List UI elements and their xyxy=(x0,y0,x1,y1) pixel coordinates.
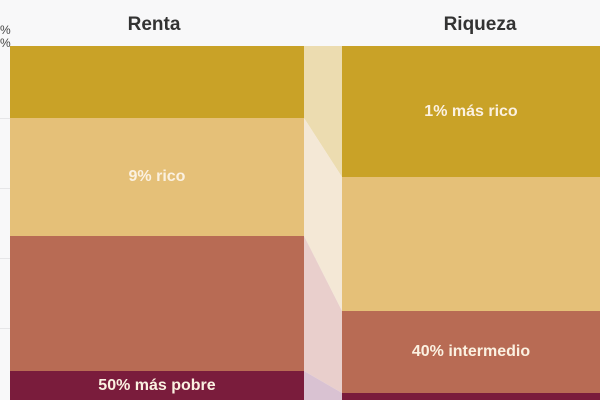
segment-renta-top1 xyxy=(10,46,304,118)
label-renta-9: 9% rico xyxy=(128,168,186,185)
y-axis-tick-fragment: %% xyxy=(0,23,11,50)
label-riqueza-1: 1% más rico xyxy=(424,102,518,120)
bar-renta: 9% rico 50% más pobre xyxy=(10,46,304,400)
segment-renta-rich9: 9% rico xyxy=(10,118,304,236)
segment-riqueza-rich9 xyxy=(342,177,600,311)
label-renta-50: 50% más pobre xyxy=(98,376,216,394)
segment-riqueza-bottom50 xyxy=(342,393,600,400)
label-riqueza-40: 40% intermedio xyxy=(411,343,531,360)
segment-riqueza-middle40: 40% intermedio xyxy=(342,311,600,393)
bar-riqueza: 1% más rico 40% intermedio xyxy=(342,46,600,400)
segment-riqueza-top1: 1% más rico xyxy=(342,46,600,177)
column-title-renta: Renta xyxy=(127,14,181,35)
column-title-riqueza: Riqueza xyxy=(443,14,517,35)
segment-renta-middle40 xyxy=(10,236,304,371)
flow-connector xyxy=(304,46,342,400)
segment-renta-bottom50: 50% más pobre xyxy=(10,371,304,400)
